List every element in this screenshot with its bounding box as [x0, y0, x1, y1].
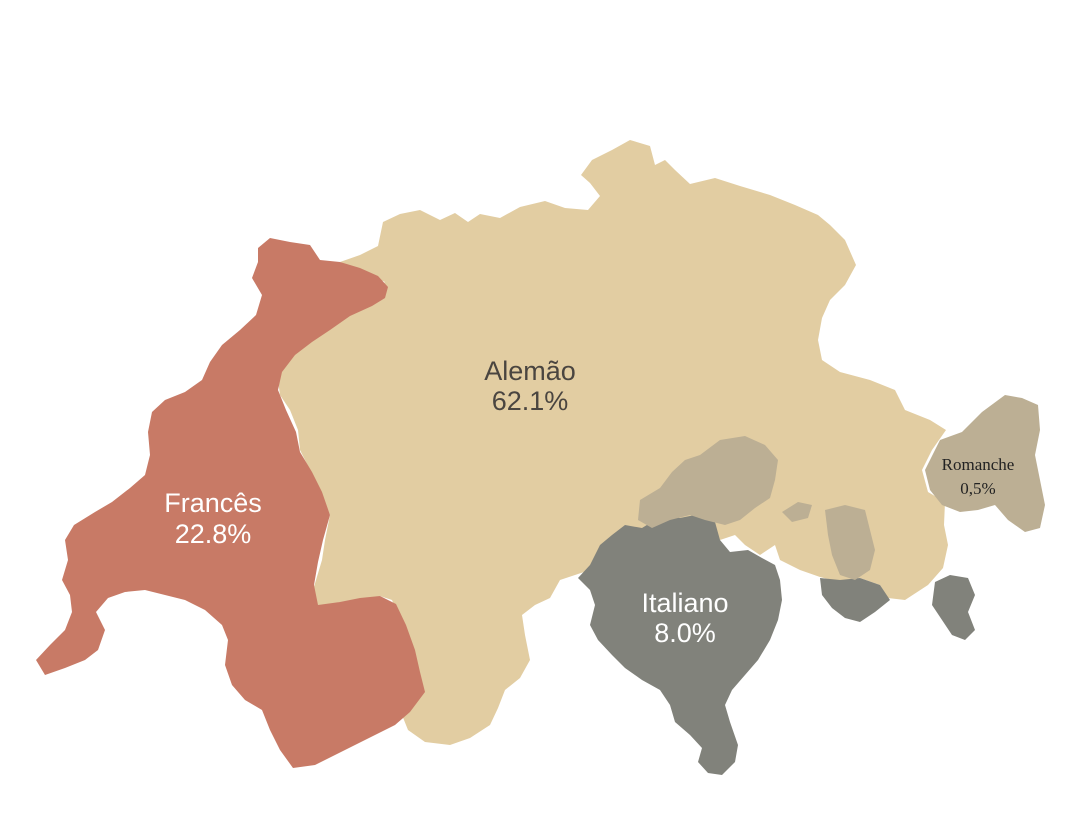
- region-italian-patch-1: [820, 578, 890, 622]
- region-italian-patch-2: [932, 575, 975, 640]
- region-romansh-south: [825, 505, 875, 580]
- label-romansh-value: 0,5%: [960, 479, 995, 498]
- label-romansh-name: Romanche: [942, 455, 1015, 474]
- region-romansh-west: [638, 436, 778, 528]
- label-italian-name: Italiano: [641, 588, 728, 618]
- region-german: [278, 140, 948, 745]
- region-romansh-mid: [782, 502, 812, 522]
- label-italian-value: 8.0%: [654, 618, 716, 648]
- label-german-value: 62.1%: [492, 386, 569, 416]
- label-french-value: 22.8%: [175, 519, 252, 549]
- label-french-name: Francês: [164, 488, 262, 518]
- region-italian: [578, 515, 782, 775]
- label-german-name: Alemão: [484, 356, 576, 386]
- region-french: [36, 238, 425, 768]
- region-romansh-east: [925, 395, 1045, 532]
